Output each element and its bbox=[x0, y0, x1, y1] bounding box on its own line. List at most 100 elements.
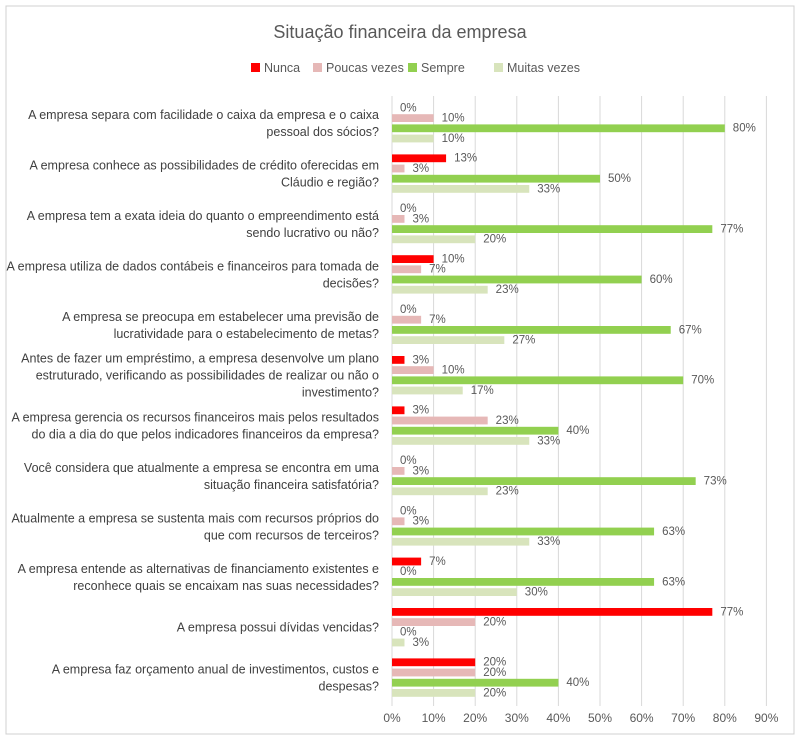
data-label: 67% bbox=[679, 324, 702, 336]
bar bbox=[392, 326, 671, 334]
x-tick-label: 30% bbox=[505, 711, 529, 725]
data-label: 0% bbox=[400, 506, 417, 518]
data-label: 20% bbox=[483, 667, 506, 679]
category-label-line: Você considera que atualmente a empresa … bbox=[24, 461, 379, 475]
data-label: 70% bbox=[691, 375, 714, 387]
data-label: 10% bbox=[442, 113, 465, 125]
data-label: 30% bbox=[525, 587, 548, 599]
data-label: 10% bbox=[442, 365, 465, 377]
data-label: 20% bbox=[483, 617, 506, 629]
category-label-line: Antes de fazer um empréstimo, a empresa … bbox=[21, 352, 379, 366]
data-label: 50% bbox=[608, 173, 631, 185]
data-label: 40% bbox=[566, 425, 589, 437]
data-label: 33% bbox=[537, 536, 560, 548]
bar bbox=[392, 517, 405, 526]
legend-swatch bbox=[408, 63, 417, 72]
category-label: A empresa se preocupa em estabelecer uma… bbox=[62, 310, 379, 341]
category-label-line: A empresa utiliza de dados contábeis e f… bbox=[7, 259, 380, 273]
bar bbox=[392, 336, 505, 344]
x-tick-label: 70% bbox=[671, 711, 695, 725]
category-label-line: A empresa possui dívidas vencidas? bbox=[177, 621, 379, 635]
bar bbox=[392, 668, 476, 677]
bar bbox=[392, 618, 476, 626]
data-label: 0% bbox=[400, 566, 417, 578]
category-label: Antes de fazer um empréstimo, a empresa … bbox=[21, 352, 379, 400]
data-label: 73% bbox=[704, 476, 727, 488]
bar bbox=[392, 678, 559, 687]
category-label-line: investimento? bbox=[302, 386, 379, 400]
x-axis-ticks: 0% 10% 20% 30% 40% 50% 60% 70% 80% 90% bbox=[383, 711, 778, 725]
category-label: A empresa conhece as possibilidades de c… bbox=[29, 159, 379, 190]
category-label: A empresa separa com facilidade o caixa … bbox=[28, 108, 379, 139]
data-label: 10% bbox=[442, 254, 465, 266]
bar bbox=[392, 164, 405, 173]
category-labels: A empresa separa com facilidade o caixa … bbox=[7, 108, 380, 693]
legend-swatch bbox=[494, 63, 503, 72]
category-label-line: A empresa entende as alternativas de fin… bbox=[18, 562, 379, 576]
chart-title: Situação financeira da empresa bbox=[273, 22, 527, 42]
x-tick-label: 50% bbox=[588, 711, 612, 725]
bar bbox=[392, 608, 713, 616]
legend-label: Poucas vezes bbox=[326, 61, 404, 75]
data-label: 3% bbox=[412, 465, 429, 477]
category-label-line: Atualmente a empresa se sustenta mais co… bbox=[11, 511, 379, 525]
legend-label: Muitas vezes bbox=[507, 61, 580, 75]
bar bbox=[392, 527, 655, 536]
category-label: A empresa tem a exata ideia do quanto o … bbox=[27, 209, 379, 240]
data-label: 33% bbox=[537, 183, 560, 195]
legend-label: Sempre bbox=[421, 61, 465, 75]
bar bbox=[392, 406, 405, 415]
category-label-line: decisões? bbox=[323, 276, 379, 290]
data-label: 3% bbox=[412, 213, 429, 225]
category-label-line: situação financeira satisfatória? bbox=[204, 478, 379, 492]
legend: Nunca Poucas vezes Sempre Muitas vezes bbox=[251, 61, 580, 75]
data-label: 23% bbox=[496, 284, 519, 296]
bar bbox=[392, 285, 488, 294]
data-label: 40% bbox=[566, 677, 589, 689]
bar bbox=[392, 477, 696, 485]
bar bbox=[392, 154, 447, 163]
category-label: A empresa faz orçamento anual de investi… bbox=[52, 663, 379, 694]
bar bbox=[392, 114, 434, 122]
category-label-line: pessoal dos sócios? bbox=[266, 125, 379, 139]
data-label: 63% bbox=[662, 576, 685, 588]
data-label: 0% bbox=[400, 627, 417, 639]
category-label-line: A empresa se preocupa em estabelecer uma… bbox=[62, 310, 379, 324]
value-labels: 0%10%80%10%13%3%50%33%0%3%77%20%10%7%60%… bbox=[400, 102, 756, 699]
data-label: 3% bbox=[412, 516, 429, 528]
category-label-line: estruturado, verificando as possibilidad… bbox=[36, 369, 379, 383]
bar bbox=[392, 215, 405, 223]
data-label: 77% bbox=[720, 606, 743, 618]
data-label: 23% bbox=[496, 415, 519, 427]
category-label-line: A empresa separa com facilidade o caixa … bbox=[28, 108, 379, 122]
data-label: 3% bbox=[412, 405, 429, 417]
data-label: 77% bbox=[720, 224, 743, 236]
x-tick-label: 20% bbox=[463, 711, 487, 725]
data-label: 0% bbox=[400, 102, 417, 114]
legend-swatch bbox=[251, 63, 260, 72]
category-label-line: lucratividade para o estabelecimento de … bbox=[114, 327, 379, 341]
data-label: 0% bbox=[400, 304, 417, 316]
bar bbox=[392, 275, 642, 284]
legend-swatch bbox=[313, 63, 322, 72]
bar bbox=[392, 588, 517, 596]
bar bbox=[392, 487, 488, 496]
category-label-line: A empresa conhece as possibilidades de c… bbox=[29, 159, 379, 173]
data-label: 7% bbox=[429, 556, 446, 568]
data-label: 80% bbox=[733, 123, 756, 135]
bar bbox=[392, 689, 476, 697]
data-label: 27% bbox=[512, 335, 535, 347]
bar bbox=[392, 356, 405, 364]
bar bbox=[392, 225, 713, 233]
bar bbox=[392, 315, 422, 324]
category-label: A empresa entende as alternativas de fin… bbox=[18, 562, 379, 593]
data-label: 63% bbox=[662, 526, 685, 538]
data-label: 23% bbox=[496, 486, 519, 498]
bar bbox=[392, 578, 655, 586]
bar bbox=[392, 467, 405, 475]
data-label: 20% bbox=[483, 687, 506, 699]
data-label: 3% bbox=[412, 163, 429, 175]
category-label-line: Cláudio e região? bbox=[281, 176, 379, 190]
bar bbox=[392, 255, 434, 263]
